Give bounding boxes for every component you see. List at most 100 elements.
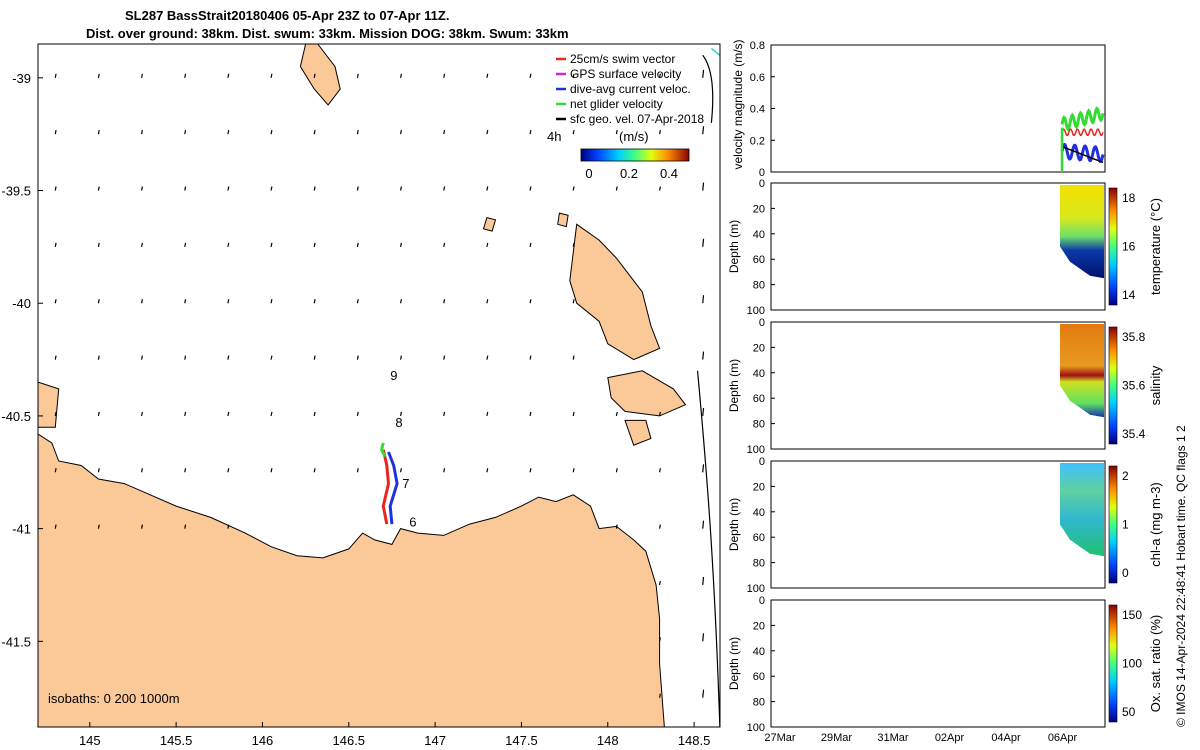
profile-panel-chla: 0 20 40 60 80 100 Depth (m) 0 1 2 chl-a (mg m-3) xyxy=(727,456,1163,595)
velocity-arrow xyxy=(529,186,532,191)
velocity-arrow xyxy=(270,468,273,473)
time-tick-label: 02Apr xyxy=(935,732,965,744)
velocity-arrow xyxy=(702,126,705,135)
colorbar-tick-label: 35.6 xyxy=(1122,379,1146,393)
velocity-arrow xyxy=(184,242,187,247)
colorbar-tick-label: 50 xyxy=(1122,705,1136,719)
depth-tick-label: 40 xyxy=(753,646,765,658)
speed-colorbar-ticks: 0 0.2 0.4 xyxy=(585,166,678,181)
velocity-arrow xyxy=(356,355,359,360)
profile-colorbar xyxy=(1108,326,1118,445)
velocity-arrow xyxy=(399,468,402,473)
velocity-arrow xyxy=(702,69,705,78)
velocity-arrow xyxy=(399,355,402,360)
velocity-arrow xyxy=(615,411,618,417)
velocity-arrow xyxy=(356,130,359,135)
legend-entry: sfc geo. vel. 07-Apr-2018 xyxy=(570,112,704,126)
map-frame xyxy=(37,43,721,728)
colorbar-tick-label: 35.4 xyxy=(1122,427,1146,441)
figure-title-line2: Dist. over ground: 38km. Dist. swum: 33k… xyxy=(86,26,569,41)
y-tick-label: -41.5 xyxy=(1,634,31,649)
velocity-arrow xyxy=(702,182,705,191)
depth-tick-label: 60 xyxy=(753,671,765,683)
depth-tick-label: 80 xyxy=(753,419,765,431)
velocity-arrow xyxy=(97,524,100,529)
velocity-arrow xyxy=(54,468,57,473)
velocity-arrow xyxy=(184,524,187,529)
profile-section-fill xyxy=(1060,324,1104,418)
profile-axes-frame xyxy=(770,460,1106,589)
velocity-arrow xyxy=(227,468,230,473)
day-label: 7 xyxy=(402,476,409,491)
velocity-arrow xyxy=(313,73,316,78)
velocity-arrow xyxy=(356,411,359,417)
y-tick-label: -41 xyxy=(12,522,31,537)
velocity-arrow xyxy=(313,130,316,135)
isobath-lines xyxy=(696,47,720,727)
colorbar-tick-label: 18 xyxy=(1122,191,1136,205)
velocity-arrow xyxy=(313,355,316,360)
depth-tick-label: 80 xyxy=(753,558,765,570)
depth-tick-label: 60 xyxy=(753,254,765,266)
velocity-arrow xyxy=(572,411,575,417)
land-polygon xyxy=(569,223,661,361)
depth-ylabel: Depth (m) xyxy=(727,220,741,273)
velocity-arrow xyxy=(615,468,618,473)
velocity-arrow xyxy=(529,355,532,360)
land-polygon xyxy=(624,419,652,446)
legend-entry: GPS surface velocity xyxy=(570,67,681,81)
velocity-arrow xyxy=(572,186,575,191)
isobath-1000m xyxy=(696,370,720,727)
velocity-arrow xyxy=(658,524,661,529)
track-day-labels: 9 8 7 6 xyxy=(390,368,416,530)
legend-entry: 25cm/s swim vector xyxy=(570,52,675,66)
velocity-arrow xyxy=(313,242,316,247)
velocity-arrow xyxy=(270,299,273,304)
velocity-arrow xyxy=(399,299,402,304)
velocity-arrow xyxy=(443,355,446,360)
velocity-arrow xyxy=(443,299,446,304)
velocity-y-tick-label: 0.6 xyxy=(750,72,765,84)
velocity-arrow xyxy=(615,73,618,78)
velocity-arrow xyxy=(141,73,143,78)
depth-tick-label: 0 xyxy=(759,317,765,329)
colorbar-tick-label: 0.4 xyxy=(660,166,678,181)
velocity-arrow xyxy=(486,186,489,191)
depth-tick-label: 40 xyxy=(753,368,765,380)
velocity-arrow xyxy=(399,73,402,78)
profile-section-fill xyxy=(1060,185,1104,279)
profile-axes-frame xyxy=(770,182,1106,311)
colorbar-tick-label: 35.8 xyxy=(1122,330,1146,344)
x-tick-label: 147 xyxy=(424,733,446,748)
profile-axes-frame xyxy=(770,599,1106,728)
velocity-arrow xyxy=(702,576,705,586)
velocity-y-tick-label: 0.8 xyxy=(750,40,765,52)
colorbar-tick-label: 14 xyxy=(1122,288,1136,302)
profile-panel-oxygen: 0 20 40 60 80 100 Depth (m) 50 100 150 Ox. sat. ra… xyxy=(727,595,1163,734)
velocity-arrow xyxy=(572,242,575,247)
colorbar-tick-label: 0.2 xyxy=(620,166,638,181)
velocity-swim-line xyxy=(1061,128,1104,137)
velocity-arrow xyxy=(141,242,143,247)
velocity-arrow xyxy=(658,73,661,78)
x-tick-label: 146.5 xyxy=(333,733,366,748)
velocity-arrow xyxy=(313,468,316,473)
velocity-arrow xyxy=(486,411,489,417)
velocity-arrow xyxy=(486,468,489,473)
velocity-arrow xyxy=(572,355,575,360)
land-polygon xyxy=(557,212,569,228)
depth-tick-label: 80 xyxy=(753,280,765,292)
velocity-arrow xyxy=(184,186,187,191)
time-tick-label: 04Apr xyxy=(991,732,1021,744)
colorbar-label: salinity xyxy=(1148,365,1163,405)
profile-section-fill xyxy=(1060,463,1104,557)
velocity-arrow xyxy=(658,637,661,642)
velocity-current-line xyxy=(1060,142,1105,164)
velocity-arrow xyxy=(702,295,705,304)
land-polygon xyxy=(38,433,665,727)
profile-panel-salinity: 0 20 40 60 80 100 Depth (m) 35.4 35.6 35.8 salinit… xyxy=(727,317,1163,456)
velocity-arrow xyxy=(97,73,100,78)
velocity-arrow xyxy=(184,299,187,304)
